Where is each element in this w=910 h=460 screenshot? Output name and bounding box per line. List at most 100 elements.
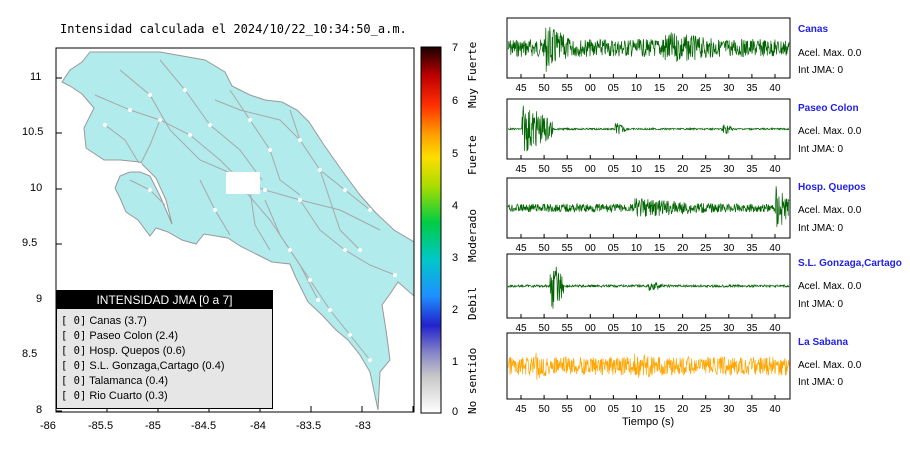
colorbar-tick: 3 [452, 252, 459, 264]
waveform-tick-label: 50 [539, 164, 551, 175]
legend-item: [ 0] S.L. Gonzaga,Cartago (0.4) [61, 360, 225, 372]
waveform-tick-label: 10 [631, 323, 643, 334]
waveform-x-axis-label: Tiempo (s) [622, 416, 675, 428]
waveform-tick-label: 25 [700, 243, 712, 254]
waveform-tick-label: 00 [585, 164, 597, 175]
waveform-tick-label: 00 [585, 404, 597, 415]
colorbar-tick: 5 [452, 148, 459, 160]
waveform-tick-label: 45 [515, 164, 527, 175]
waveform-tick-label: 20 [677, 164, 689, 175]
station-acel: Acel. Max. 0.0 [798, 126, 862, 137]
station-acel: Acel. Max. 0.0 [798, 360, 862, 371]
waveform-tick-label: 40 [769, 243, 781, 254]
waveform-tick-label: 15 [654, 243, 666, 254]
legend-badge: [ 0] [61, 390, 87, 402]
waveform-tick-label: 25 [700, 323, 712, 334]
y-tick: 8.5 [22, 348, 38, 360]
waveform-tick-label: 45 [515, 83, 527, 94]
colorbar-tick: 1 [452, 356, 459, 368]
legend-item: [ 0] Talamanca (0.4) [61, 375, 168, 387]
waveform-tick-label: 45 [515, 243, 527, 254]
waveform-frame [506, 332, 791, 400]
waveform-tick-label: 25 [700, 83, 712, 94]
waveform-tick-label: 40 [769, 404, 781, 415]
x-tick: -85 [145, 420, 161, 432]
waveform-tick-label: 05 [608, 164, 620, 175]
y-tick: 10 [30, 182, 43, 194]
y-tick: 9.5 [22, 237, 38, 249]
x-tick: -84 [250, 420, 266, 432]
y-tick: 11 [30, 71, 42, 83]
legend-label: Talamanca (0.4) [89, 375, 169, 387]
waveform-tick-label: 45 [515, 404, 527, 415]
station-acel: Acel. Max. 0.0 [798, 48, 862, 59]
station-acel: Acel. Max. 0.0 [798, 205, 862, 216]
waveform-tick-label: 10 [631, 243, 643, 254]
x-tick: -83 [355, 420, 371, 432]
y-tick: 10.5 [22, 126, 44, 138]
waveform-trace [507, 186, 790, 228]
station-int: Int JMA: 0 [798, 299, 844, 310]
waveform-tick-label: 05 [608, 404, 620, 415]
legend-badge: [ 0] [61, 375, 87, 387]
waveform-tick-label: 55 [562, 243, 574, 254]
waveform-tick-label: 05 [608, 243, 620, 254]
legend-badge: [ 0] [61, 315, 87, 327]
waveform-tick-label: 20 [677, 323, 689, 334]
waveform-tick-label: 05 [608, 83, 620, 94]
waveform-tick-label: 20 [677, 83, 689, 94]
waveform-tick-label: 00 [585, 323, 597, 334]
waveform-tick-label: 40 [769, 83, 781, 94]
waveform-tick-label: 15 [654, 164, 666, 175]
waveform-tick-label: 35 [746, 164, 758, 175]
waveform-tick-label: 55 [562, 323, 574, 334]
waveform-tick-label: 55 [562, 83, 574, 94]
legend-label: Paseo Colon (2.4) [89, 330, 179, 342]
intensity-legend: INTENSIDAD JMA [0 a 7] [ 0] Canas (3.7) … [56, 290, 273, 409]
station-int: Int JMA: 0 [798, 377, 844, 388]
station-name: La Sabana [798, 337, 849, 348]
waveform-tick-label: 00 [585, 83, 597, 94]
y-tick: 8 [36, 404, 43, 416]
waveform-tick-label: 50 [539, 404, 551, 415]
station-int: Int JMA: 0 [798, 65, 844, 76]
y-tick: 9 [36, 293, 43, 305]
colorbar-tick: 7 [452, 42, 459, 54]
waveform-tick-label: 30 [723, 164, 735, 175]
waveform-tick-label: 15 [654, 323, 666, 334]
colorbar-tick: 4 [452, 200, 459, 212]
waveform-tick-label: 35 [746, 243, 758, 254]
waveform-trace [507, 105, 790, 152]
waveform-tick-label: 35 [746, 323, 758, 334]
town-markers [103, 88, 397, 362]
legend-header: INTENSIDAD JMA [0 a 7] [57, 291, 272, 309]
waveform-trace [507, 352, 790, 381]
waveform-tick-label: 30 [723, 323, 735, 334]
waveform-tick-label: 55 [562, 164, 574, 175]
station-int: Int JMA: 0 [798, 144, 844, 155]
waveform-tick-label: 20 [677, 404, 689, 415]
waveform-tick-label: 35 [746, 404, 758, 415]
station-int: Int JMA: 0 [798, 223, 844, 234]
station-name: Paseo Colon [798, 103, 859, 114]
legend-item: [ 0] Paseo Colon (2.4) [61, 330, 178, 342]
legend-label: Canas (3.7) [89, 315, 147, 327]
colorbar-tick: 0 [452, 406, 459, 418]
legend-label: Hosp. Quepos (0.6) [89, 345, 186, 357]
land-area [61, 51, 414, 411]
waveform-tick-label: 50 [539, 243, 551, 254]
intensity-colorbar [420, 46, 442, 414]
legend-badge: [ 0] [61, 345, 87, 357]
station-name: Canas [798, 24, 829, 35]
legend-item: [ 0] Rio Cuarto (0.3) [61, 390, 168, 402]
x-tick: -84.5 [191, 420, 217, 432]
legend-label: Rio Cuarto (0.3) [89, 390, 168, 402]
colorbar-tick: 2 [452, 304, 459, 316]
waveform-tick-label: 50 [539, 83, 551, 94]
waveform-tick-label: 40 [769, 164, 781, 175]
waveform-tick-label: 10 [631, 83, 643, 94]
waveform-trace [507, 266, 790, 309]
waveform-tick-label: 45 [515, 323, 527, 334]
waveform-tick-label: 20 [677, 243, 689, 254]
